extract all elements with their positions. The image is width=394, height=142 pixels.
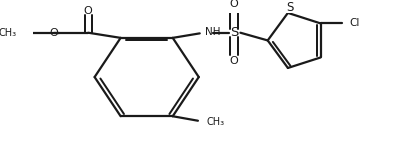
Text: O: O bbox=[50, 28, 58, 38]
Text: O: O bbox=[230, 56, 238, 66]
Text: Cl: Cl bbox=[349, 18, 360, 28]
Text: CH₃: CH₃ bbox=[206, 117, 224, 127]
Text: NH: NH bbox=[205, 27, 221, 37]
Text: O: O bbox=[230, 0, 238, 10]
Text: CH₃: CH₃ bbox=[0, 28, 16, 38]
Text: S: S bbox=[286, 1, 294, 14]
Text: O: O bbox=[84, 6, 93, 16]
Text: S: S bbox=[230, 26, 238, 39]
